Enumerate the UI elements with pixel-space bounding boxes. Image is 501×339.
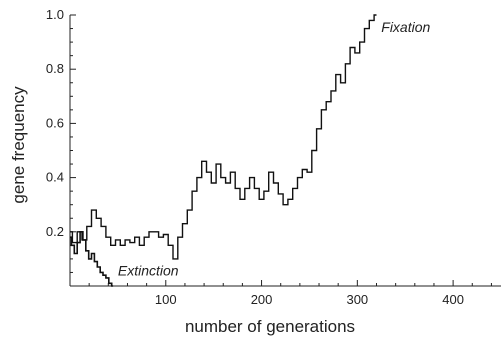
y-tick-label: 0.2 bbox=[46, 224, 64, 239]
x-tick-label: 200 bbox=[251, 292, 273, 307]
series-line-fixation bbox=[70, 14, 377, 260]
series-line-extinction bbox=[70, 231, 114, 287]
x-tick-label: 100 bbox=[155, 292, 177, 307]
y-tick-label: 0.8 bbox=[46, 61, 64, 76]
x-tick-label: 300 bbox=[346, 292, 368, 307]
y-tick-label: 0.4 bbox=[46, 170, 64, 185]
x-axis-ticks: 100 200 300 400 bbox=[69, 280, 492, 307]
y-tick-label: 0.6 bbox=[46, 115, 64, 130]
y-axis-title: gene frequency bbox=[9, 86, 28, 204]
y-axis-ticks: 0.2 0.4 0.6 0.8 1.0 bbox=[46, 7, 76, 273]
extinction-annotation: Extinction bbox=[118, 263, 179, 279]
axes bbox=[69, 15, 501, 287]
x-tick-label: 400 bbox=[442, 292, 464, 307]
series-lines bbox=[70, 14, 377, 287]
x-axis-title: number of generations bbox=[185, 317, 355, 336]
y-tick-label: 1.0 bbox=[46, 7, 64, 22]
fixation-annotation: Fixation bbox=[381, 19, 430, 35]
